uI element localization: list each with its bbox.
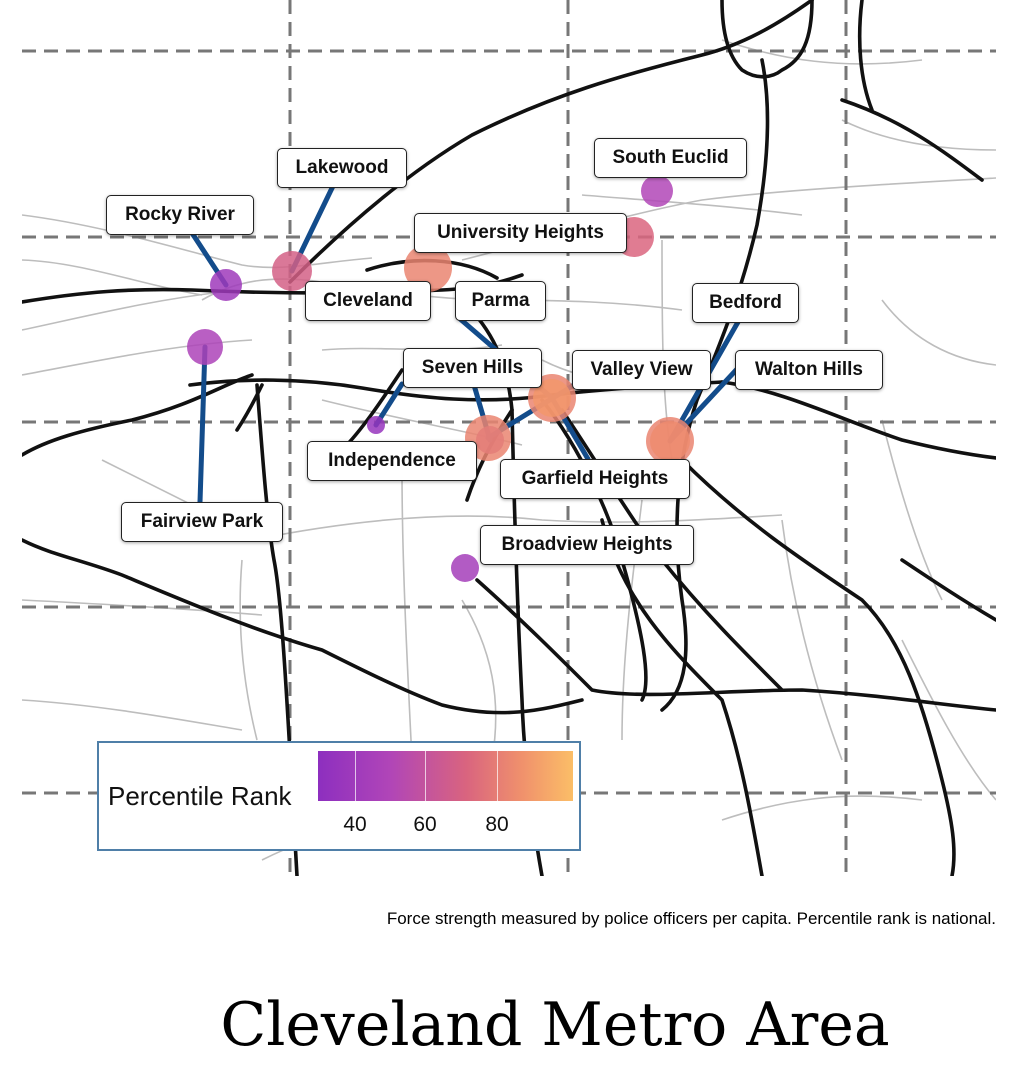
minor-road bbox=[251, 514, 783, 541]
percentile-legend: Percentile Rank 40 60 80 bbox=[97, 741, 581, 851]
marker-lakewood bbox=[272, 251, 312, 291]
highway bbox=[288, 0, 814, 284]
minor-road bbox=[22, 699, 243, 731]
highway bbox=[235, 383, 264, 432]
marker-garfield-heights bbox=[533, 379, 571, 417]
legend-tick-label: 60 bbox=[413, 813, 437, 836]
highway bbox=[680, 458, 956, 876]
highway bbox=[840, 98, 984, 182]
leader-line-fairview-park bbox=[197, 344, 208, 505]
legend-tick-mark bbox=[497, 751, 498, 801]
marker-independence bbox=[367, 416, 385, 434]
highway bbox=[720, 380, 996, 460]
label-cleveland: Cleveland bbox=[305, 281, 431, 321]
minor-road bbox=[781, 519, 843, 761]
minor-road bbox=[841, 119, 996, 151]
minor-road bbox=[721, 795, 923, 821]
marker-south-euclid bbox=[641, 175, 673, 207]
highway bbox=[900, 558, 996, 622]
minor-road bbox=[22, 214, 373, 269]
legend-title: Percentile Rank bbox=[108, 781, 292, 811]
highway bbox=[720, 0, 814, 79]
map-caption: Force strength measured by police office… bbox=[386, 909, 996, 928]
minor-road bbox=[401, 469, 413, 761]
marker-cleveland bbox=[404, 244, 452, 292]
marker-walton-hills bbox=[650, 421, 690, 461]
minor-road bbox=[22, 291, 223, 331]
marker-rocky-river bbox=[210, 269, 242, 301]
label-fairview-park: Fairview Park bbox=[121, 502, 283, 542]
highway bbox=[22, 538, 584, 715]
marker-fairview-park bbox=[187, 329, 223, 365]
minor-road bbox=[239, 559, 258, 741]
legend-color-bar bbox=[318, 751, 573, 801]
highway bbox=[475, 578, 996, 712]
label-valley-view: Valley View bbox=[572, 350, 711, 390]
minor-road bbox=[881, 299, 996, 366]
legend-tick-label: 40 bbox=[343, 813, 367, 836]
minor-road bbox=[881, 419, 943, 601]
label-south-euclid: South Euclid bbox=[594, 138, 747, 178]
legend-tick-mark bbox=[425, 751, 426, 801]
minor-roads bbox=[22, 39, 996, 861]
label-seven-hills: Seven Hills bbox=[403, 348, 542, 388]
label-rocky-river: Rocky River bbox=[106, 195, 254, 235]
label-university-heights: University Heights bbox=[414, 213, 627, 253]
legend-tick-mark bbox=[355, 751, 356, 801]
legend-tick-label: 80 bbox=[485, 813, 509, 836]
highway bbox=[600, 518, 764, 876]
highway bbox=[22, 373, 254, 457]
highway bbox=[660, 58, 770, 712]
map-title: Cleveland Metro Area bbox=[220, 990, 890, 1060]
label-lakewood: Lakewood bbox=[277, 148, 407, 188]
label-broadview-heights: Broadview Heights bbox=[480, 525, 694, 565]
minor-road bbox=[461, 599, 497, 761]
minor-road bbox=[22, 339, 253, 376]
label-walton-hills: Walton Hills bbox=[735, 350, 883, 390]
map-panel[interactable]: Rocky River Lakewood Cleveland University H… bbox=[22, 0, 996, 876]
highway bbox=[340, 368, 404, 452]
label-independence: Independence bbox=[307, 441, 477, 481]
minor-road bbox=[721, 39, 923, 65]
minor-road bbox=[581, 194, 803, 216]
label-bedford: Bedford bbox=[692, 283, 799, 323]
highway bbox=[857, 0, 874, 112]
label-parma: Parma bbox=[455, 281, 546, 321]
label-garfield-heights: Garfield Heights bbox=[500, 459, 690, 499]
marker-broadview-heights bbox=[451, 554, 479, 582]
minor-road bbox=[901, 639, 996, 801]
